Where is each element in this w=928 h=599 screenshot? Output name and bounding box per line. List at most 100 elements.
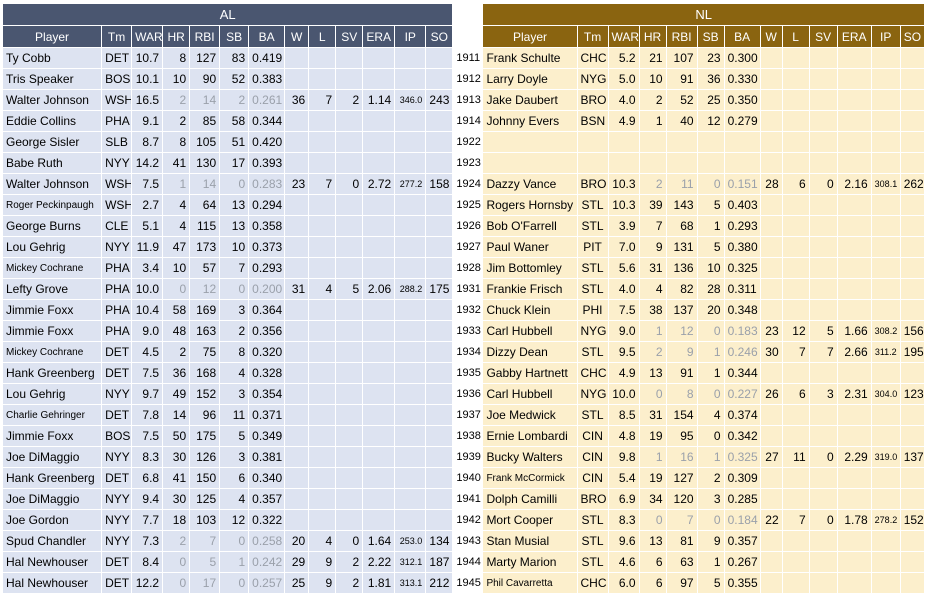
al-sb-cell: 8: [219, 341, 250, 363]
year-cell: 1945: [452, 572, 484, 594]
al-l-cell: [308, 47, 337, 69]
al-player-cell: Hank Greenberg: [1, 362, 103, 384]
al-sb-cell: 5: [219, 425, 250, 447]
nl-war-cell: 4.9: [607, 362, 640, 384]
al-col-header-tm[interactable]: Tm: [101, 25, 133, 48]
nl-sv-cell: [808, 572, 838, 594]
nl-ba-cell: 0.151: [723, 173, 761, 195]
nl-l-cell: [781, 362, 810, 384]
al-player-cell: Tris Speaker: [1, 68, 103, 90]
al-hr-cell: 1: [162, 173, 191, 195]
al-war-cell: 7.5: [131, 362, 164, 384]
nl-ip-cell: [870, 278, 901, 300]
al-col-header-ip[interactable]: IP: [394, 25, 427, 48]
nl-rbi-cell: 16: [665, 446, 698, 468]
year-column-header[interactable]: Year: [452, 3, 484, 48]
al-tm-cell: DET: [101, 341, 133, 363]
al-col-header-sb[interactable]: SB: [219, 25, 250, 48]
nl-ba-cell: 0.279: [723, 110, 761, 132]
al-col-header-w[interactable]: W: [284, 25, 310, 48]
nl-rbi-cell: 12: [665, 320, 698, 342]
nl-col-header-rbi[interactable]: RBI: [665, 25, 698, 48]
nl-col-header-sv[interactable]: SV: [808, 25, 838, 48]
al-col-header-l[interactable]: L: [308, 25, 337, 48]
al-so-cell: [425, 299, 454, 321]
al-col-header-sv[interactable]: SV: [335, 25, 364, 48]
nl-so-cell: 262: [899, 173, 926, 195]
al-era-cell: 1.81: [362, 572, 396, 594]
al-ba-cell: 0.320: [248, 341, 286, 363]
nl-col-header-ip[interactable]: IP: [870, 25, 901, 48]
nl-col-header-ba[interactable]: BA: [723, 25, 761, 48]
al-hr-cell: 18: [162, 509, 191, 531]
al-sv-cell: 0: [335, 530, 364, 552]
year-cell: 1922: [452, 131, 484, 153]
nl-ip-cell: [870, 110, 901, 132]
al-ip-cell: [394, 341, 427, 363]
al-w-cell: [284, 446, 310, 468]
nl-ip-cell: 278.2: [870, 509, 901, 531]
al-era-cell: [362, 446, 396, 468]
al-war-cell: 6.8: [131, 467, 164, 489]
year-cell: 1926: [452, 215, 484, 237]
al-ba-cell: 0.371: [248, 404, 286, 426]
nl-hr-cell: 1: [638, 110, 667, 132]
al-col-header-war[interactable]: WAR: [131, 25, 164, 48]
nl-war-cell: 6.0: [607, 572, 640, 594]
al-sv-cell: [335, 488, 364, 510]
al-col-header-player[interactable]: Player: [1, 25, 103, 48]
al-col-header-rbi[interactable]: RBI: [189, 25, 221, 48]
al-col-header-so[interactable]: SO: [425, 25, 454, 48]
nl-l-cell: [781, 110, 810, 132]
al-hr-cell: 8: [162, 131, 191, 153]
nl-col-header-hr[interactable]: HR: [638, 25, 667, 48]
nl-col-header-so[interactable]: SO: [899, 25, 926, 48]
nl-ba-cell: 0.183: [723, 320, 761, 342]
nl-col-header-war[interactable]: WAR: [607, 25, 640, 48]
nl-rbi-cell: 136: [665, 257, 698, 279]
al-era-cell: [362, 509, 396, 531]
nl-w-cell: [759, 530, 783, 552]
al-rbi-cell: 90: [189, 68, 221, 90]
nl-l-cell: [781, 551, 810, 573]
nl-col-header-sb[interactable]: SB: [696, 25, 725, 48]
al-sb-cell: 83: [219, 47, 250, 69]
al-l-cell: [308, 131, 337, 153]
nl-col-header-tm[interactable]: Tm: [576, 25, 609, 48]
al-sv-cell: 0: [335, 173, 364, 195]
nl-sv-cell: [808, 236, 838, 258]
al-so-cell: [425, 383, 454, 405]
nl-w-cell: [759, 194, 783, 216]
al-rbi-cell: 173: [189, 236, 221, 258]
nl-ip-cell: [870, 236, 901, 258]
al-sv-cell: [335, 446, 364, 468]
al-l-cell: [308, 194, 337, 216]
al-era-cell: [362, 131, 396, 153]
nl-war-cell: 4.0: [607, 89, 640, 111]
nl-w-cell: [759, 362, 783, 384]
nl-war-cell: 8.3: [607, 509, 640, 531]
table-row: Walter Johnson WSH 16.5 2 14 2 0.261 36 7 2 1.14 34…: [1, 89, 926, 111]
nl-tm-cell: BRO: [576, 173, 609, 195]
nl-ba-cell: 0.380: [723, 236, 761, 258]
al-w-cell: [284, 509, 310, 531]
nl-col-header-l[interactable]: L: [781, 25, 810, 48]
al-col-header-hr[interactable]: HR: [162, 25, 191, 48]
table-row: Charlie Gehringer DET 7.8 14 96 11 0.371 1937 Jo…: [1, 404, 926, 426]
table-body: Ty Cobb DET 10.7 8 127 83 0.419 1911 Frank Schul…: [1, 47, 926, 594]
nl-hr-cell: 2: [638, 89, 667, 111]
al-w-cell: [284, 257, 310, 279]
nl-col-header-w[interactable]: W: [759, 25, 783, 48]
nl-hr-cell: 19: [638, 425, 667, 447]
al-sb-cell: 51: [219, 131, 250, 153]
al-col-header-ba[interactable]: BA: [248, 25, 286, 48]
nl-col-header-era[interactable]: ERA: [836, 25, 872, 48]
nl-ip-cell: [870, 467, 901, 489]
nl-ba-cell: 0.267: [723, 551, 761, 573]
al-rbi-cell: 12: [189, 278, 221, 300]
nl-col-header-player[interactable]: Player: [482, 25, 578, 48]
nl-so-cell: [899, 68, 926, 90]
al-col-header-era[interactable]: ERA: [362, 25, 396, 48]
nl-player-cell: Johnny Evers: [482, 110, 578, 132]
nl-player-cell: Carl Hubbell: [482, 383, 578, 405]
